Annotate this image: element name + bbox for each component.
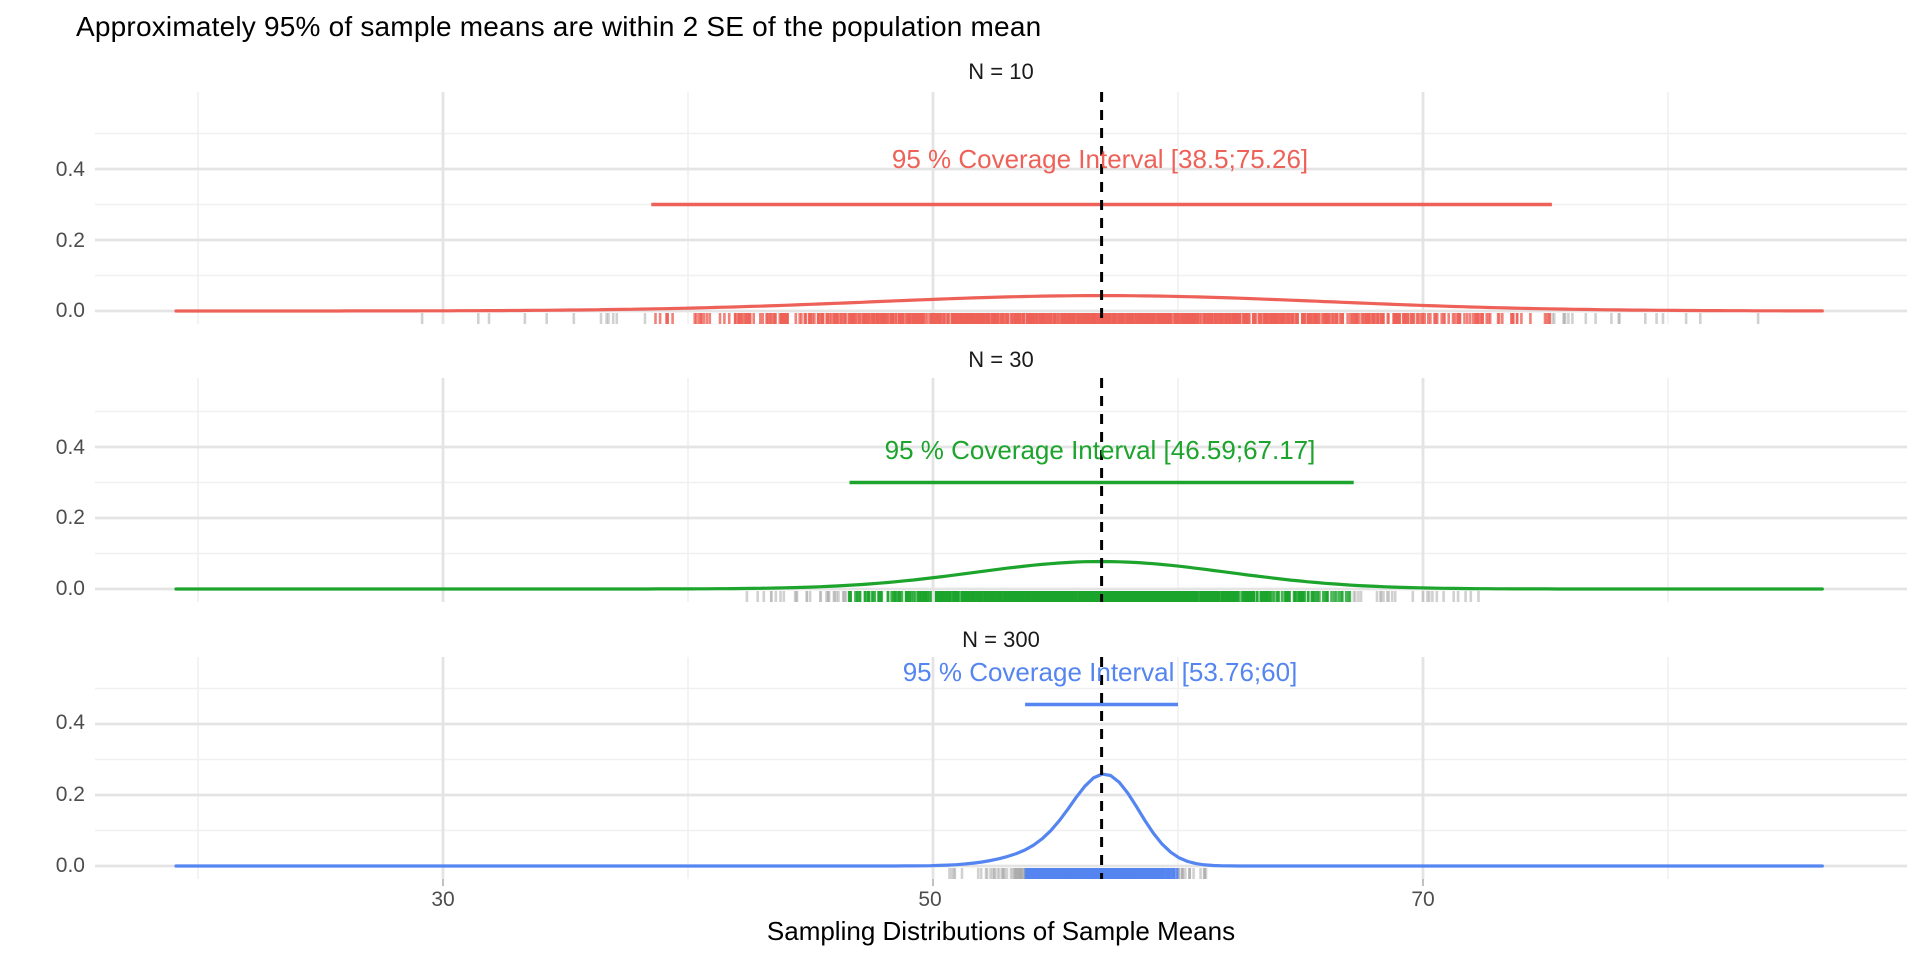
x-tick-label: 70 bbox=[1411, 888, 1435, 911]
coverage-annotation-n10: 95 % Coverage Interval [38.5;75.26] bbox=[891, 144, 1309, 174]
coverage-annotation-n300: 95 % Coverage Interval [53.76;60] bbox=[902, 657, 1298, 687]
x-tick-label: 50 bbox=[918, 888, 942, 911]
y-tick-label: 0.0 bbox=[55, 854, 85, 877]
y-tick-label: 0.2 bbox=[55, 229, 85, 252]
facet-label-n10: N = 10 bbox=[968, 59, 1034, 84]
y-tick-label: 0.4 bbox=[55, 711, 85, 734]
x-axis-title: Sampling Distributions of Sample Means bbox=[766, 916, 1236, 946]
y-tick-label: 0.2 bbox=[55, 783, 85, 806]
y-tick-label: 0.0 bbox=[55, 299, 85, 322]
y-tick-label: 0.4 bbox=[55, 158, 85, 181]
coverage-annotation-n30: 95 % Coverage Interval [46.59;67.17] bbox=[884, 435, 1316, 465]
y-tick-label: 0.4 bbox=[55, 436, 85, 459]
x-tick-label: 30 bbox=[431, 888, 455, 911]
chart-title: Approximately 95% of sample means are wi… bbox=[76, 11, 1042, 42]
y-tick-label: 0.0 bbox=[55, 577, 85, 600]
y-tick-label: 0.2 bbox=[55, 506, 85, 529]
facet-label-n300: N = 300 bbox=[962, 627, 1040, 652]
facet-label-n30: N = 30 bbox=[968, 347, 1034, 372]
